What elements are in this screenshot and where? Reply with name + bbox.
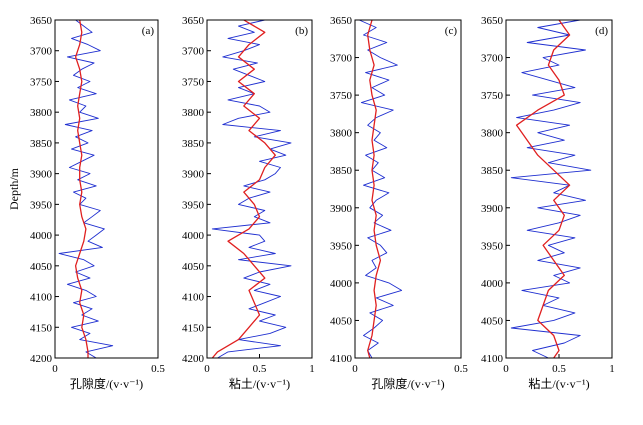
panel-0-y-tick-label: 3700 [30, 46, 53, 58]
panel-3-y-tick-label: 3900 [481, 203, 504, 215]
panel-1-x-tick-label: 0 [204, 363, 210, 375]
panel-0-y-tick-label: 3900 [30, 169, 53, 181]
panel-1-letter: (b) [295, 25, 308, 37]
panel-1-frame [206, 19, 313, 359]
panel-3-letter: (d) [595, 25, 608, 37]
panel-3-y-tick-label: 3700 [481, 53, 504, 65]
panel-2-x-tick-label: 0 [352, 363, 358, 375]
panel-2-y-tick-label: 4050 [330, 315, 353, 327]
panel-0-y-tick-label: 4050 [30, 261, 53, 273]
panel-3-y-tick-label: 3750 [481, 90, 504, 102]
panel-1-x-tick-label: 1 [309, 363, 315, 375]
panel-3-frame [505, 19, 613, 359]
panel-2-x-tick-label: 0.5 [454, 363, 468, 375]
panel-0-frame [54, 19, 159, 359]
panel-3-y-tick-label: 4050 [481, 315, 504, 327]
panel-1-x-tick-label: 0.5 [253, 363, 267, 375]
panel-3-series-1-line [515, 19, 571, 359]
panel-0-y-tick-label: 4100 [30, 292, 53, 304]
panel-3-y-tick-label: 4000 [481, 278, 504, 290]
panel-2-series-1-line [367, 19, 382, 359]
panel-1-y-tick-label: 3950 [182, 199, 205, 211]
panel-1-y-tick-label: 4000 [182, 230, 205, 242]
panel-2-frame [354, 19, 462, 359]
panel-0-y-tick-label: 3850 [30, 138, 53, 150]
panel-2-y-tick-label: 3900 [330, 203, 353, 215]
panel-2-y-tick-label: 4000 [330, 278, 353, 290]
panel-2-y-tick-label: 3850 [330, 165, 353, 177]
panel-1-y-tick-label: 4200 [182, 353, 205, 365]
panel-0-x-axis-title: 孔隙度/(v·v⁻¹) [70, 376, 143, 391]
panel-3-x-tick-label: 0 [503, 363, 509, 375]
y-axis-title: Depth/m [7, 167, 21, 210]
panel-1-y-tick-label: 3850 [182, 138, 205, 150]
panel-2-y-tick-label: 3700 [330, 53, 353, 65]
panel-1-y-tick-label: 3900 [182, 169, 205, 181]
panel-2-y-tick-label: 3650 [330, 15, 353, 27]
panel-0-y-tick-label: 4150 [30, 322, 53, 334]
panel-2-letter: (c) [445, 25, 458, 37]
panel-1-y-tick-label: 3750 [182, 76, 205, 88]
panel-2-y-tick-label: 3750 [330, 90, 353, 102]
panel-0-y-tick-label: 3950 [30, 199, 53, 211]
panel-0-y-tick-label: 3800 [30, 107, 53, 119]
panel-3-y-tick-label: 3950 [481, 240, 504, 252]
panel-2-y-tick-label: 4100 [330, 353, 353, 365]
panel-0-y-tick-label: 4000 [30, 230, 53, 242]
panel-1-y-tick-label: 4100 [182, 292, 205, 304]
panel-1-y-tick-label: 3650 [182, 15, 205, 27]
panel-0-y-tick-label: 4200 [30, 353, 53, 365]
panel-3-x-tick-label: 0.5 [552, 363, 566, 375]
panel-2-y-tick-label: 3950 [330, 240, 353, 252]
panel-3-y-tick-label: 4100 [481, 353, 504, 365]
panel-1-y-tick-label: 3700 [182, 46, 205, 58]
panel-1-y-tick-label: 3800 [182, 107, 205, 119]
panel-1-y-tick-label: 4150 [182, 322, 205, 334]
panel-0-letter: (a) [142, 25, 155, 37]
panel-1-y-tick-label: 4050 [182, 261, 205, 273]
panel-0-series-0-line [58, 19, 114, 359]
panel-1-series-1-line [211, 19, 276, 359]
panel-2-y-tick-label: 3800 [330, 128, 353, 140]
panel-2-series-0-line [359, 19, 403, 359]
panel-1-x-axis-title: 粘土/(v·v⁻¹) [229, 376, 290, 391]
panel-0-y-tick-label: 3650 [30, 15, 53, 27]
panel-3-x-axis-title: 粘土/(v·v⁻¹) [528, 376, 589, 391]
panel-0-x-tick-label: 0.5 [151, 363, 165, 375]
panel-3-y-tick-label: 3850 [481, 165, 504, 177]
panel-1-series-0-line [211, 19, 292, 359]
panel-0-y-tick-label: 3750 [30, 76, 53, 88]
panel-0-x-tick-label: 0 [52, 363, 58, 375]
panel-3-y-tick-label: 3800 [481, 128, 504, 140]
panel-0-series-1-line [74, 19, 89, 358]
panel-3-series-0-line [510, 19, 592, 359]
panel-3-y-tick-label: 3650 [481, 15, 504, 27]
panel-2-x-axis-title: 孔隙度/(v·v⁻¹) [371, 376, 444, 391]
panel-3-x-tick-label: 1 [609, 363, 615, 375]
